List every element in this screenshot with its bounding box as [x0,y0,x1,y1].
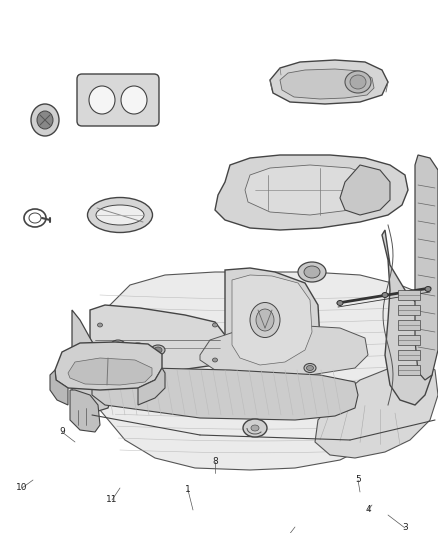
Text: 8: 8 [212,457,218,466]
Polygon shape [225,268,320,375]
Ellipse shape [154,347,162,353]
Ellipse shape [131,343,145,353]
Ellipse shape [98,323,102,327]
Polygon shape [270,60,388,104]
Polygon shape [72,310,112,412]
Ellipse shape [425,287,431,292]
Polygon shape [382,230,435,405]
Ellipse shape [98,358,102,362]
Polygon shape [50,370,68,405]
Text: 3: 3 [402,523,408,532]
Polygon shape [232,275,312,365]
Text: 1: 1 [185,486,191,495]
Text: 5: 5 [355,475,361,484]
Bar [398,290,420,300]
Ellipse shape [31,104,59,136]
Bar [398,365,420,375]
Ellipse shape [298,262,326,282]
Bar [398,320,420,330]
Polygon shape [315,360,438,458]
Polygon shape [70,390,100,432]
Ellipse shape [304,364,316,373]
Ellipse shape [212,323,218,327]
Ellipse shape [350,75,366,89]
Polygon shape [280,69,374,99]
Polygon shape [68,358,152,385]
Bar [398,350,420,360]
Text: 11: 11 [106,496,118,505]
Polygon shape [90,272,435,470]
Ellipse shape [134,345,142,351]
Ellipse shape [89,86,115,114]
Text: 4: 4 [365,505,371,514]
Ellipse shape [121,86,147,114]
Bar [398,305,420,315]
Ellipse shape [212,358,218,362]
Polygon shape [90,305,225,370]
Ellipse shape [111,340,125,350]
Ellipse shape [37,111,53,129]
Ellipse shape [382,293,388,297]
FancyBboxPatch shape [77,74,159,126]
Polygon shape [245,165,382,215]
Polygon shape [415,155,438,380]
Polygon shape [340,165,390,215]
Ellipse shape [251,425,259,431]
Ellipse shape [96,205,144,225]
Ellipse shape [243,419,267,437]
Text: 9: 9 [59,427,65,437]
Polygon shape [215,155,408,230]
Polygon shape [138,368,165,405]
Ellipse shape [114,342,122,348]
Ellipse shape [151,345,165,355]
Polygon shape [55,342,162,390]
Ellipse shape [337,301,343,305]
Polygon shape [92,365,358,420]
Polygon shape [200,325,368,375]
Ellipse shape [345,71,371,93]
Ellipse shape [88,198,152,232]
Text: 10: 10 [16,483,28,492]
Bar [398,335,420,345]
Ellipse shape [307,366,314,370]
Ellipse shape [250,303,280,337]
Ellipse shape [256,309,274,331]
Ellipse shape [304,266,320,278]
